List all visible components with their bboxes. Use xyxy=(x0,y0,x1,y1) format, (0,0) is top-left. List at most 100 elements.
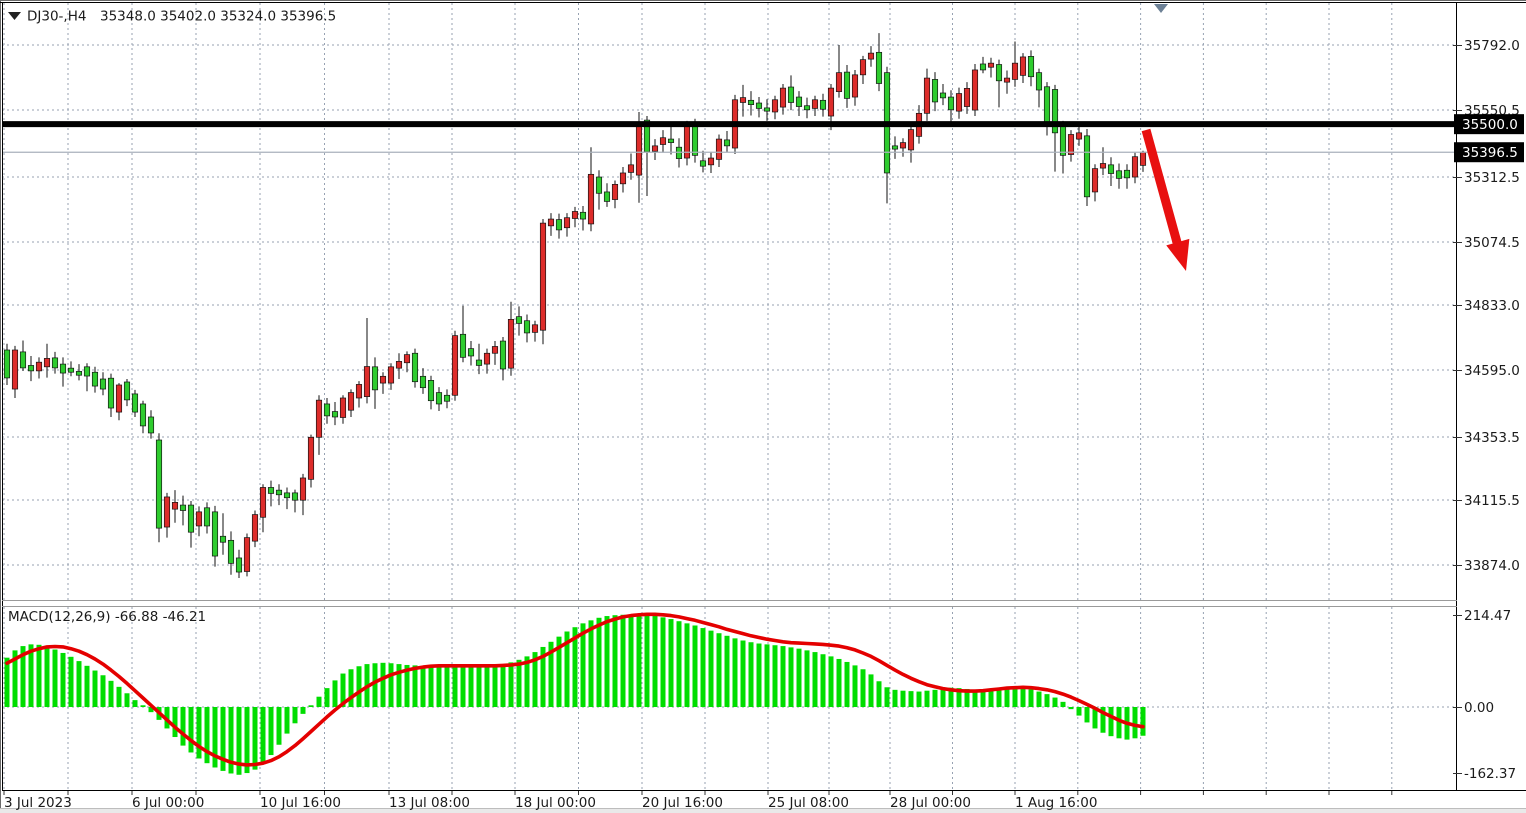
candle-bullish xyxy=(1067,134,1075,155)
macd-histogram-bar xyxy=(980,690,986,707)
macd-histogram-bar xyxy=(212,707,218,768)
candle-bullish xyxy=(251,514,259,542)
macd-histogram-bar xyxy=(1044,694,1050,707)
macd-histogram-bar xyxy=(124,693,130,707)
macd-histogram-bar xyxy=(1004,688,1010,707)
time-axis-label[interactable]: 10 Jul 16:00 xyxy=(260,795,341,811)
candle-bearish xyxy=(467,348,475,357)
candle-bearish xyxy=(67,367,75,373)
candle-bearish xyxy=(179,504,187,511)
macd-histogram-bar xyxy=(1028,689,1034,707)
candle-bullish xyxy=(683,124,691,159)
macd-histogram-bar xyxy=(988,691,994,707)
macd-histogram-bar xyxy=(476,664,482,707)
symbol-dropdown-icon[interactable] xyxy=(8,12,21,20)
macd-histogram-bar xyxy=(852,665,858,707)
candle-bearish xyxy=(979,63,987,71)
macd-histogram-bar xyxy=(532,652,538,707)
macd-histogram-bar xyxy=(804,650,810,707)
candle-bearish xyxy=(523,320,531,334)
macd-histogram-bar xyxy=(756,643,762,707)
candle-bullish xyxy=(971,69,979,111)
candle-bullish xyxy=(1091,168,1099,193)
macd-histogram-bar xyxy=(220,707,226,771)
candle-bearish xyxy=(1027,56,1035,78)
candle-bearish xyxy=(515,316,523,324)
macd-histogram-bar xyxy=(724,635,730,707)
macd-histogram-bar xyxy=(1068,707,1074,710)
candle-bullish xyxy=(363,366,371,397)
candle-bearish xyxy=(155,439,163,529)
candle-bearish xyxy=(555,219,563,231)
macd-histogram-bar xyxy=(732,638,738,707)
time-axis-label[interactable]: 3 Jul 2023 xyxy=(4,795,72,811)
time-axis-label[interactable]: 1 Aug 16:00 xyxy=(1015,795,1097,811)
candle-bearish xyxy=(123,381,131,401)
macd-histogram-bar xyxy=(948,687,954,707)
header-ohlc-values: 35348.0 35402.0 35324.0 35396.5 xyxy=(100,9,336,25)
candle-bullish xyxy=(827,87,835,117)
macd-histogram-bar xyxy=(772,645,778,707)
macd-histogram-bar xyxy=(828,656,834,707)
candle-bearish xyxy=(219,535,227,543)
candle-bearish xyxy=(267,487,275,494)
right-axis-strip[interactable] xyxy=(1457,3,1526,790)
chart-shift-marker-icon[interactable] xyxy=(1154,4,1168,13)
time-axis-label[interactable]: 20 Jul 16:00 xyxy=(642,795,723,811)
macd-histogram-bar xyxy=(196,707,202,759)
macd-histogram-bar xyxy=(708,630,714,707)
axes-layer: 35792.035550.535312.535074.534833.034595… xyxy=(3,3,1526,811)
candle-bearish xyxy=(411,352,419,383)
macd-histogram-bar xyxy=(740,640,746,707)
candle-bearish xyxy=(427,380,435,402)
macd-histogram-bar xyxy=(676,621,682,707)
macd-histogram-bar xyxy=(684,623,690,707)
macd-histogram-bar xyxy=(468,664,474,707)
macd-histogram-bar xyxy=(428,665,434,707)
macd-histogram-bar xyxy=(60,652,66,707)
macd-histogram-bar xyxy=(292,707,298,724)
macd-histogram-bar xyxy=(1092,707,1098,729)
macd-histogram-bar xyxy=(1036,691,1042,707)
candle-bullish xyxy=(347,392,355,411)
candle-bearish xyxy=(803,105,811,111)
macd-histogram-bar xyxy=(452,664,458,707)
candle-bullish xyxy=(507,319,515,369)
candle-bullish xyxy=(43,358,51,368)
candle-bearish xyxy=(763,107,771,112)
macd-histogram-bar xyxy=(316,696,322,707)
time-axis-label[interactable]: 18 Jul 00:00 xyxy=(515,795,596,811)
macd-histogram-bar xyxy=(1076,707,1082,716)
time-axis-label[interactable]: 6 Jul 00:00 xyxy=(132,795,204,811)
price-axis-label: 35074.5 xyxy=(1464,235,1520,251)
sell-direction-arrow[interactable] xyxy=(1141,128,1183,248)
macd-histogram-bar xyxy=(116,686,122,707)
candle-bullish xyxy=(11,349,19,390)
macd-histogram-bar xyxy=(420,665,426,707)
candle-bearish xyxy=(875,51,883,84)
sell-arrow-head[interactable] xyxy=(1166,238,1190,271)
price-axis-label: 34115.5 xyxy=(1464,493,1520,509)
drawing-objects-layer xyxy=(2,121,1456,271)
candle-bullish xyxy=(611,184,619,200)
time-axis-label[interactable]: 28 Jul 00:00 xyxy=(890,795,971,811)
candle-bullish xyxy=(563,217,571,229)
macd-histogram-bar xyxy=(916,691,922,707)
time-axis-label[interactable]: 25 Jul 08:00 xyxy=(768,795,849,811)
macd-histogram-bar xyxy=(548,641,554,707)
candle-bullish xyxy=(587,173,595,225)
candle-bearish xyxy=(83,366,91,377)
candle-bullish xyxy=(355,384,363,399)
macd-histogram-bar xyxy=(812,652,818,707)
macd-histogram-bar xyxy=(12,650,18,707)
candle-bullish xyxy=(987,62,995,68)
macd-histogram-bar xyxy=(148,707,154,713)
macd-histogram-bar xyxy=(380,662,386,707)
candle-bullish xyxy=(163,496,171,528)
time-axis-label[interactable]: 13 Jul 08:00 xyxy=(389,795,470,811)
candle-bearish xyxy=(947,96,955,111)
candle-bullish xyxy=(707,157,715,166)
candle-bullish xyxy=(851,74,859,98)
